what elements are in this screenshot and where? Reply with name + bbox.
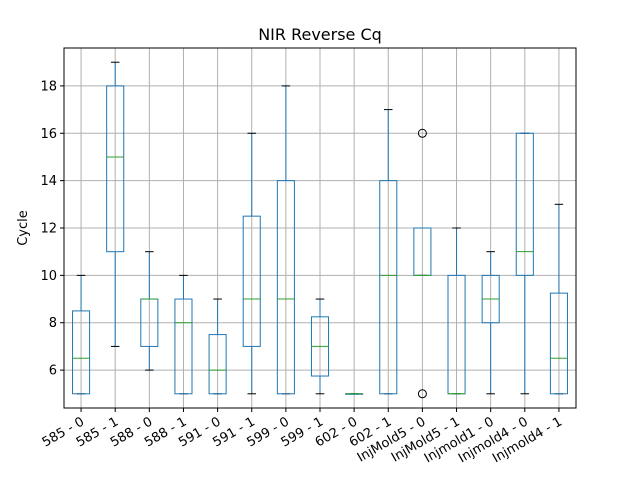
box-group bbox=[345, 393, 364, 395]
box-iqr bbox=[208, 334, 227, 395]
box-iqr bbox=[379, 180, 398, 395]
box-iqr bbox=[174, 298, 193, 395]
y-tick-label: 18 bbox=[40, 79, 57, 94]
y-tick-label: 14 bbox=[40, 174, 57, 189]
box-iqr bbox=[72, 310, 91, 395]
box-layer bbox=[72, 61, 568, 399]
box-group bbox=[242, 132, 261, 395]
box-group bbox=[276, 85, 295, 395]
box-group bbox=[310, 298, 330, 395]
outlier-point bbox=[417, 389, 427, 399]
box-iqr bbox=[515, 132, 534, 276]
grid-layer bbox=[64, 48, 576, 408]
box-group bbox=[140, 251, 159, 371]
outlier-point bbox=[417, 128, 427, 138]
box-group bbox=[174, 274, 193, 395]
box-group bbox=[549, 203, 568, 395]
box-group bbox=[72, 274, 91, 395]
box-group bbox=[413, 128, 432, 399]
box-group bbox=[106, 61, 125, 347]
box-group bbox=[515, 132, 534, 395]
box-iqr bbox=[549, 292, 568, 395]
y-tick-label: 10 bbox=[40, 269, 57, 284]
y-axis-ticks: 6 8 10 12 14 16 18 bbox=[40, 79, 64, 379]
y-tick-label: 12 bbox=[40, 222, 57, 237]
box-group bbox=[379, 109, 398, 395]
y-axis-title: Cycle bbox=[16, 210, 31, 246]
box-iqr bbox=[242, 215, 261, 347]
box-group bbox=[208, 298, 227, 395]
y-tick-label: 8 bbox=[49, 316, 57, 331]
box-iqr bbox=[106, 85, 125, 253]
chart-title: NIR Reverse Cq bbox=[258, 25, 382, 44]
y-tick-label: 16 bbox=[40, 127, 57, 142]
y-tick-label: 6 bbox=[49, 364, 57, 379]
box-group bbox=[481, 251, 500, 395]
box-iqr bbox=[276, 180, 295, 395]
box-group bbox=[447, 227, 466, 395]
